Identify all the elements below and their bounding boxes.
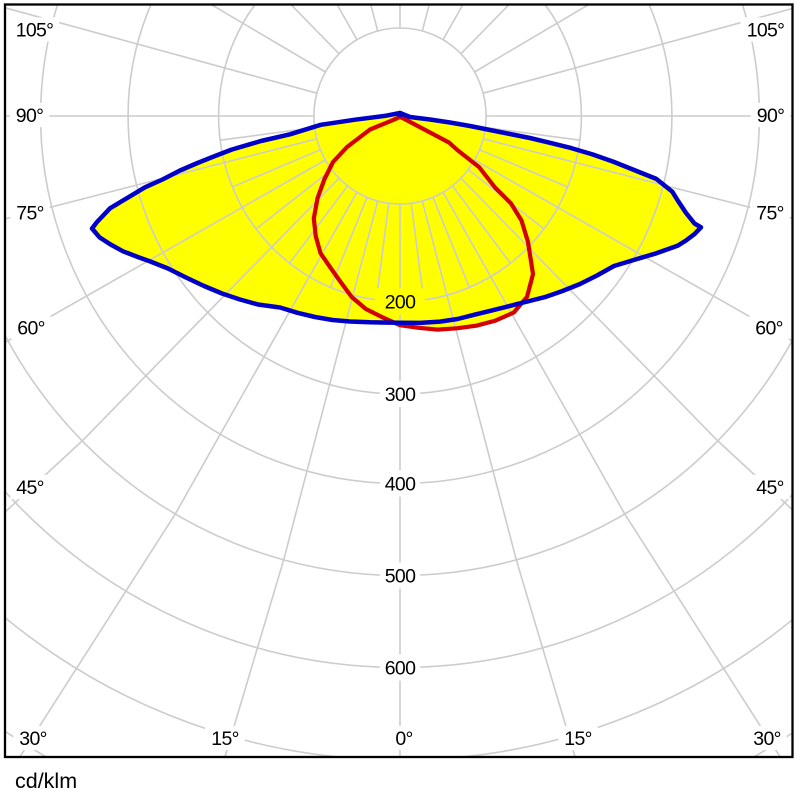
svg-text:45°: 45° — [756, 477, 783, 499]
svg-text:300: 300 — [385, 384, 416, 406]
svg-text:30°: 30° — [753, 728, 780, 750]
svg-text:75°: 75° — [756, 202, 783, 224]
svg-text:60°: 60° — [755, 317, 782, 339]
svg-text:15°: 15° — [211, 728, 238, 750]
svg-text:200: 200 — [385, 291, 416, 313]
svg-text:105°: 105° — [747, 19, 785, 41]
svg-text:45°: 45° — [16, 477, 43, 499]
svg-text:90°: 90° — [16, 105, 43, 127]
svg-text:15°: 15° — [564, 728, 591, 750]
svg-text:75°: 75° — [16, 202, 43, 224]
svg-text:105°: 105° — [16, 19, 54, 41]
svg-text:0°: 0° — [395, 728, 412, 750]
svg-text:400: 400 — [385, 473, 416, 495]
svg-text:600: 600 — [385, 657, 416, 679]
svg-text:cd/klm: cd/klm — [15, 769, 77, 793]
svg-text:500: 500 — [385, 565, 416, 587]
svg-text:90°: 90° — [757, 105, 784, 127]
svg-text:60°: 60° — [17, 317, 44, 339]
svg-text:30°: 30° — [19, 728, 46, 750]
